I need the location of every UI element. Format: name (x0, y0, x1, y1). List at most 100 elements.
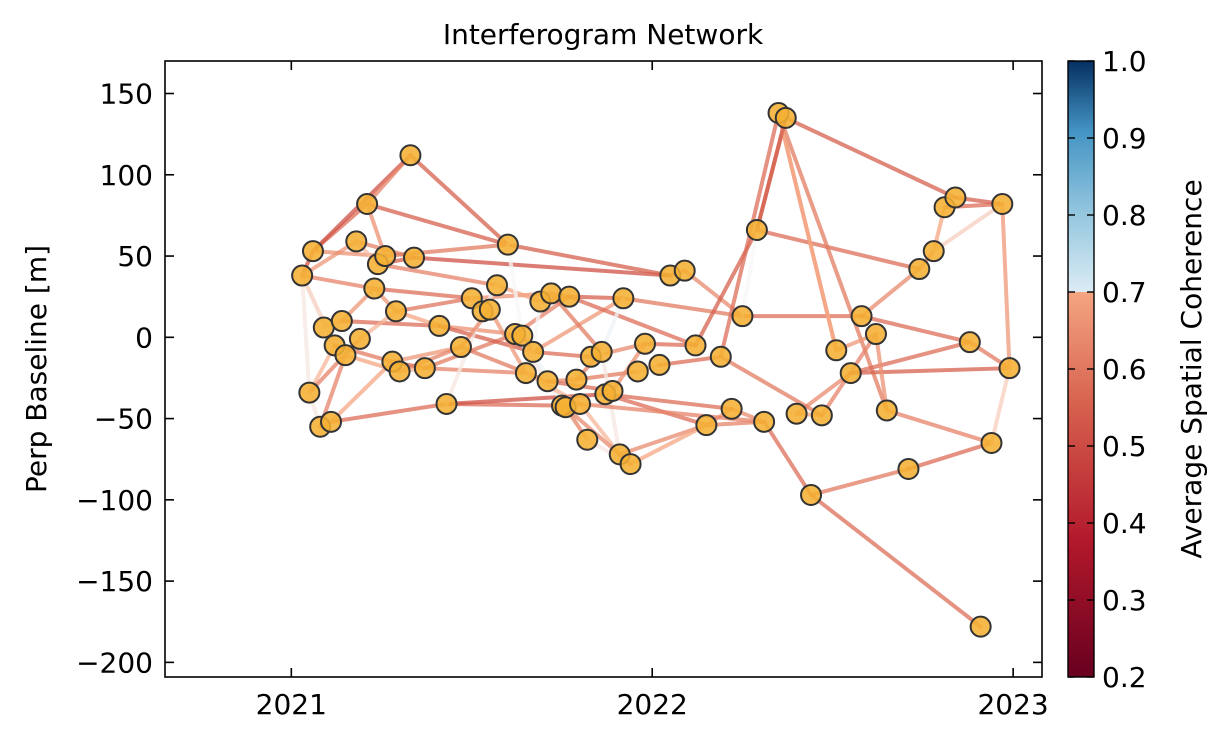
network-edge (603, 392, 734, 411)
network-edge (754, 228, 922, 272)
network-edge (300, 273, 377, 291)
acquisition-point (875, 399, 898, 422)
network-edge (776, 111, 839, 353)
acquisition-point (684, 334, 707, 357)
acquisition-point (413, 357, 436, 380)
network-edge (339, 319, 442, 328)
y-tick-label: 50 (117, 240, 153, 273)
x-tick-label: 2021 (256, 688, 327, 721)
network-edge (329, 359, 395, 424)
network-edge (859, 314, 972, 345)
acquisition-point (601, 379, 624, 402)
colorbar-tick-label: 0.4 (1102, 507, 1147, 540)
network-edge (776, 111, 889, 413)
acquisition-point (320, 410, 343, 433)
acquisition-point (785, 402, 808, 425)
network-edge (372, 286, 474, 301)
network-edge (422, 366, 528, 376)
acquisition-point (363, 277, 386, 300)
network-edge (754, 115, 788, 233)
network-edge (567, 294, 698, 348)
acquisition-point (745, 219, 768, 242)
network-edge (628, 423, 709, 467)
colorbar-label: Average Spatial Coherence (1175, 179, 1208, 558)
network-edge (873, 332, 889, 413)
y-axis-label: Perp Baseline [m] (20, 245, 53, 493)
acquisition-point (590, 340, 613, 363)
acquisition-point (374, 245, 397, 268)
acquisition-point (709, 345, 732, 368)
colorbar: 0.2 0.3 0.4 0.5 0.6 0.7 0.8 0.9 1.0 Average Spat… (1067, 45, 1208, 694)
acquisition-point (496, 233, 519, 256)
network-edge (412, 255, 673, 278)
acquisition-point (428, 314, 451, 337)
acquisition-point (731, 305, 754, 328)
network-edge (718, 354, 824, 418)
network-edge (848, 340, 972, 376)
network-edge (505, 242, 525, 338)
network-edge (549, 291, 604, 354)
acquisition-point (850, 305, 873, 328)
acquisition-point (576, 428, 599, 451)
chart-title: Interferogram Network (443, 18, 764, 51)
network-edge (617, 423, 709, 457)
acquisition-point (478, 298, 501, 321)
acquisition-point (958, 331, 981, 354)
network-edge (375, 262, 500, 288)
acquisition-point (980, 431, 1003, 454)
acquisition-point (291, 264, 314, 287)
acquisition-point (695, 414, 718, 437)
acquisition-point (348, 327, 371, 350)
acquisition-point (435, 392, 458, 415)
colorbar-tick-label: 1.0 (1102, 45, 1147, 78)
network-edge (300, 273, 312, 395)
acquisition-point (969, 615, 992, 638)
acquisition-point (897, 457, 920, 480)
acquisition-point (536, 370, 559, 393)
y-tick-label: −100 (76, 484, 153, 517)
colorbar-tick-label: 0.5 (1102, 430, 1147, 463)
acquisition-point (384, 300, 407, 323)
colorbar-tick-label: 0.3 (1102, 584, 1147, 617)
colorbar-tick-label: 0.2 (1102, 661, 1147, 694)
acquisition-point (345, 230, 368, 253)
acquisition-point (511, 324, 534, 347)
network-edge (848, 366, 1012, 376)
acquisition-point (991, 193, 1014, 216)
x-tick-label: 2022 (617, 688, 688, 721)
acquisition-point (908, 258, 931, 281)
network-edge (931, 202, 1005, 254)
plot-frame (164, 60, 1043, 678)
acquisition-point (565, 368, 588, 391)
network-edge (437, 323, 536, 354)
network-edge (989, 366, 1012, 445)
acquisition-point (312, 316, 335, 339)
acquisition-point (540, 282, 563, 305)
acquisition-point (558, 285, 581, 308)
y-tick-label: −50 (94, 403, 153, 436)
acquisition-point (720, 397, 743, 420)
y-axis: −200 −150 −100 −50 0 50 100 150 (76, 78, 1042, 679)
acquisition-point (388, 360, 411, 383)
acquisition-point (753, 410, 776, 433)
acquisition-point (864, 323, 887, 346)
acquisition-point (334, 344, 357, 367)
network-edge (809, 466, 911, 497)
acquisition-point (301, 240, 324, 263)
acquisition-point (839, 362, 862, 385)
acquisition-point (403, 246, 426, 269)
acquisition-point (522, 340, 545, 363)
acquisition-point (634, 332, 657, 355)
y-tick-label: 0 (135, 321, 153, 354)
colorbar-tick-label: 0.9 (1102, 122, 1147, 155)
acquisition-point (612, 287, 635, 310)
acquisition-point (356, 193, 379, 216)
network-edge (906, 440, 994, 471)
network-edge (393, 296, 474, 314)
acquisition-point (825, 339, 848, 362)
network-edge (740, 228, 759, 319)
acquisition-point (810, 404, 833, 427)
y-tick-label: −150 (76, 565, 153, 598)
colorbar-tick-label: 0.7 (1102, 276, 1147, 309)
